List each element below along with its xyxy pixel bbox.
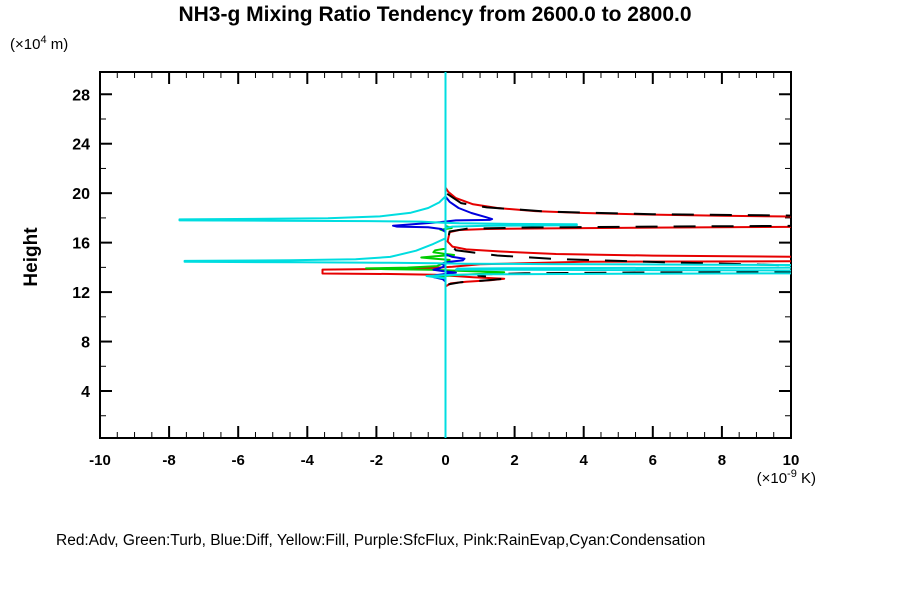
series-color-legend: Red:Adv, Green:Turb, Blue:Diff, Yellow:F… <box>56 532 706 549</box>
x-tick-label: 6 <box>649 452 657 469</box>
series-line-black <box>446 192 791 286</box>
x-tick-label: 4 <box>580 452 589 469</box>
x-tick-label: -10 <box>89 452 111 469</box>
y-unit-exponent: 4 <box>40 34 47 46</box>
x-unit-suffix: K) <box>796 470 816 487</box>
series-line-cyan <box>178 195 791 280</box>
x-tick-label: 10 <box>783 452 800 469</box>
x-axis-unit-label: (×10-9 K) <box>660 468 816 487</box>
x-unit-exponent: -9 <box>787 468 797 480</box>
y-tick-label: 20 <box>72 186 90 203</box>
x-tick-label: -2 <box>370 452 383 469</box>
x-tick-label: 2 <box>510 452 518 469</box>
x-tick-label: -4 <box>301 452 315 469</box>
series-lines <box>178 72 791 438</box>
y-tick-label: 24 <box>72 137 90 154</box>
y-tick-label: 4 <box>81 384 90 401</box>
y-tick-label: 12 <box>72 285 90 302</box>
y-tick-label: 28 <box>72 87 90 104</box>
y-tick-label: 8 <box>81 335 90 352</box>
y-unit-prefix: (×10 <box>10 36 41 53</box>
x-tick-label: 8 <box>718 452 726 469</box>
x-tick-label: 0 <box>441 452 449 469</box>
chart-title: NH3-g Mixing Ratio Tendency from 2600.0 … <box>178 3 692 26</box>
x-unit-prefix: (×10 <box>756 470 788 487</box>
x-tick-label: -6 <box>232 452 245 469</box>
x-tick-label: -8 <box>162 452 175 469</box>
y-tick-label: 16 <box>72 236 90 253</box>
y-axis-unit-label: (×104 m) <box>10 34 68 53</box>
y-unit-suffix: m) <box>46 36 69 53</box>
